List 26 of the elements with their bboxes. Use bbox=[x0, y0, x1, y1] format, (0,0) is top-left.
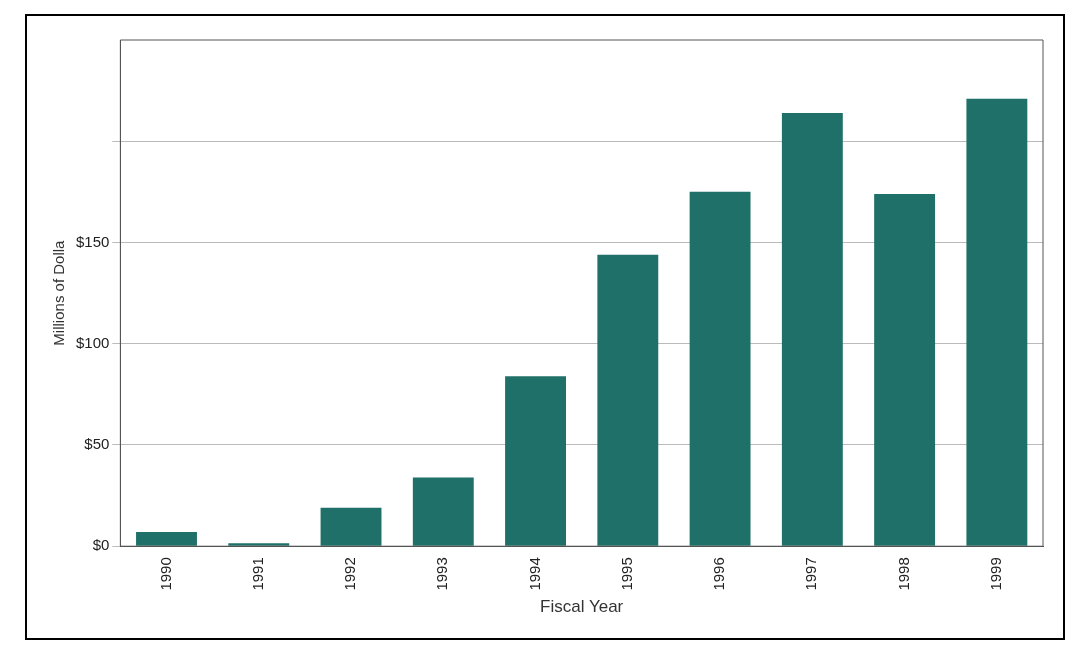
bar bbox=[781, 112, 843, 546]
bar bbox=[874, 193, 936, 546]
bar bbox=[412, 477, 474, 546]
x-tick-label: 1990 bbox=[156, 557, 174, 591]
x-tick-label: 1998 bbox=[894, 557, 912, 591]
y-tick-label: $150 bbox=[75, 232, 110, 250]
y-axis-title: Millions of Dolla bbox=[50, 239, 68, 346]
x-tick-label: 1997 bbox=[802, 557, 820, 591]
bar bbox=[689, 191, 751, 546]
x-tick-label: 1991 bbox=[248, 557, 266, 591]
bar bbox=[505, 376, 566, 546]
x-tick-label: 1999 bbox=[987, 557, 1005, 591]
x-axis-title: Fiscal Year bbox=[540, 597, 624, 617]
x-tick-label: 1992 bbox=[341, 557, 359, 591]
bar bbox=[136, 532, 197, 546]
y-tick-label: $100 bbox=[75, 333, 110, 351]
x-tick-label: 1994 bbox=[525, 557, 543, 591]
bar bbox=[597, 254, 659, 546]
x-tick-label: 1996 bbox=[710, 557, 728, 591]
y-tick-label: $50 bbox=[84, 435, 110, 453]
bar bbox=[228, 543, 290, 546]
x-tick-label: 1995 bbox=[617, 557, 635, 591]
y-tick-label: $0 bbox=[92, 536, 110, 554]
bar bbox=[966, 98, 1028, 546]
bar bbox=[320, 507, 382, 546]
x-tick-label: 1993 bbox=[433, 557, 451, 591]
